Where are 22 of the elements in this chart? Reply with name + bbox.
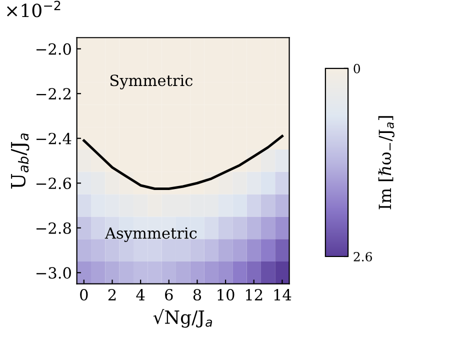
color-bar-label: 2.6	[354, 252, 372, 262]
x-tick-label: 4	[136, 288, 145, 300]
color-bar-title: Im [ℏω$_{−}$/J$_{a}$]	[378, 116, 394, 210]
x-tick-label: 10	[218, 288, 234, 301]
x-tick-label: 8	[193, 288, 202, 301]
y-axis-title: U$_{ab}$/J$_{a}$	[11, 133, 30, 189]
y-tick-label: −2.8	[36, 222, 71, 234]
x-tick-label: 6	[165, 288, 173, 301]
x-tick-label: 12	[246, 288, 262, 300]
y-tick-label: −2.2	[36, 88, 70, 100]
color-bar-label: 0	[354, 64, 360, 74]
y-tick-label: −3.0	[36, 267, 71, 279]
y-tick-label: −2.6	[36, 178, 72, 190]
annotation: Asymmetric	[104, 227, 197, 242]
x-tick-label: 14	[274, 288, 292, 300]
y-tick-label: −2.0	[36, 43, 71, 55]
x-tick-label: 2	[108, 288, 116, 300]
x-axis-title: √Ng/J$_{a}$	[153, 309, 212, 328]
annotation: Symmetric	[110, 74, 192, 90]
y-tick-label: −2.4	[36, 132, 72, 144]
text: ×10$^{−2}$	[7, 0, 60, 18]
x-tick-label: 0	[80, 288, 88, 301]
